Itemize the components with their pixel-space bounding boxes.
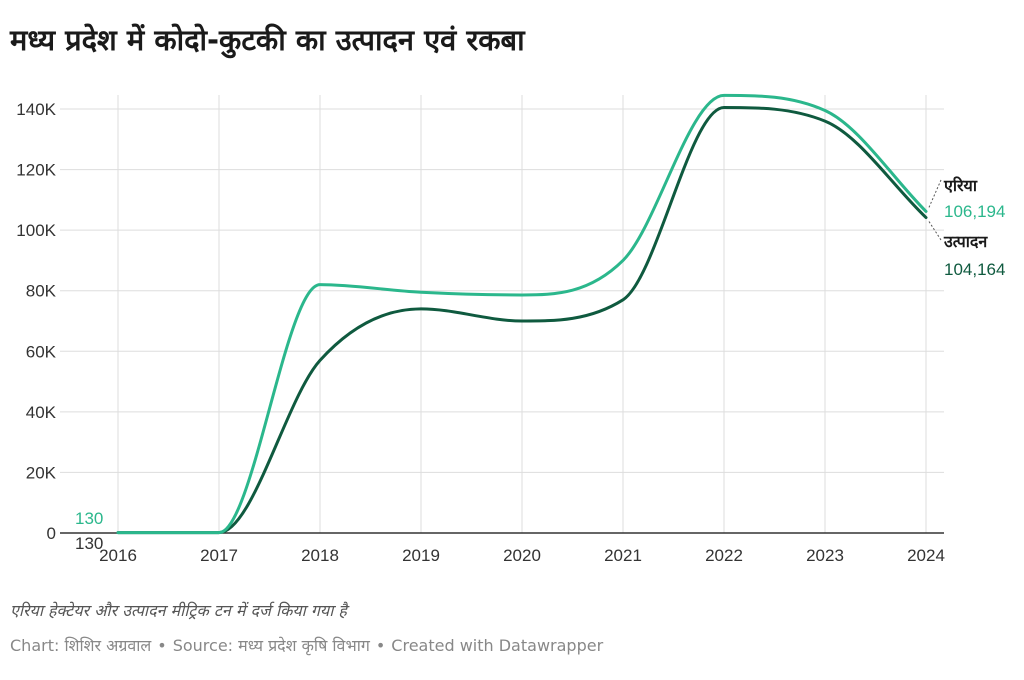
y-axis-tick-labels: 0 20K 40K 60K 80K 100K 120K 140K	[16, 100, 56, 543]
y-tick-label: 60K	[26, 342, 57, 361]
y-tick-label: 100K	[16, 221, 56, 240]
x-tick-label: 2019	[402, 546, 440, 565]
source-credit: Source: मध्य प्रदेश कृषि विभाग	[172, 636, 370, 655]
x-tick-label: 2024	[907, 546, 945, 565]
footer-separator: •	[375, 636, 386, 655]
horizontal-gridlines	[60, 108, 944, 473]
x-tick-label: 2022	[705, 546, 743, 565]
x-tick-label: 2021	[604, 546, 642, 565]
start-value-production: 130	[75, 534, 103, 553]
chart-title: मध्य प्रदेश में कोदो-कुटकी का उत्पादन एव…	[10, 23, 525, 57]
end-value-production: 104,164	[944, 260, 1005, 279]
y-tick-label: 140K	[16, 100, 56, 119]
vertical-gridlines	[117, 95, 927, 533]
x-tick-label: 2020	[503, 546, 541, 565]
direct-labels: 130 130 एरिया 106,194 उत्पादन 104,164	[75, 176, 1005, 553]
y-tick-label: 20K	[26, 463, 57, 482]
chart-footer: Chart: शिशिर अग्रवाल • Source: मध्य प्रदेश…	[10, 634, 603, 656]
series-line-production	[116, 105, 928, 535]
chart-credit: Chart: शिशिर अग्रवाल	[10, 636, 152, 655]
footer-separator: •	[157, 636, 167, 655]
chart-notes: एरिया हेक्टेयर और उत्पादन मीट्रिक टन में…	[10, 601, 347, 620]
x-tick-label: 2023	[806, 546, 844, 565]
y-tick-label: 0	[47, 524, 56, 543]
datawrapper-link[interactable]: Created with Datawrapper	[391, 636, 604, 655]
end-value-area: 106,194	[944, 202, 1005, 221]
leader-line-production	[928, 221, 942, 241]
start-value-area: 130	[75, 509, 103, 528]
series-label-area: एरिया	[943, 176, 978, 195]
y-tick-label: 40K	[26, 403, 57, 422]
x-tick-label: 2016	[99, 546, 137, 565]
series-label-production: उत्पादन	[943, 232, 988, 251]
x-tick-label: 2017	[200, 546, 238, 565]
y-tick-label: 80K	[26, 282, 57, 301]
leader-line-area	[928, 179, 942, 208]
series-line-area	[116, 93, 928, 535]
y-tick-label: 120K	[16, 161, 56, 180]
x-tick-label: 2018	[301, 546, 339, 565]
x-axis-tick-labels: 2016 2017 2018 2019 2020 2021 2022 2023 2024	[99, 546, 945, 565]
series-lines	[116, 93, 928, 535]
